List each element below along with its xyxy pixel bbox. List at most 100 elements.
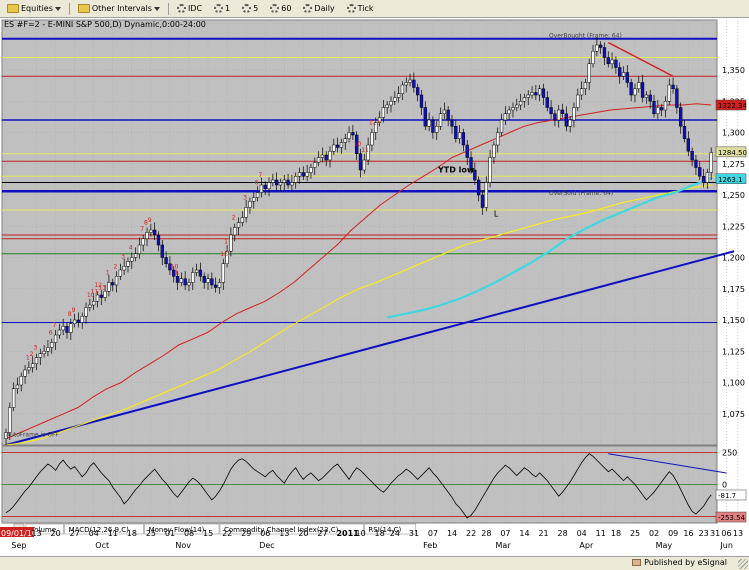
candle-body [621,72,626,77]
toolbar-other-intervals[interactable]: Other Intervals [74,1,164,17]
toolbar-interval-idc[interactable]: IDC [173,1,206,17]
osc-badge [715,511,747,523]
candle-body [271,179,275,183]
price-tick-label: 1,250 [722,191,745,200]
gear-icon [242,4,252,13]
month-label: Jun [719,541,733,550]
candle-body [61,326,65,331]
moving-average-line [5,184,712,446]
sequential-count-label: 3 [121,253,125,260]
candle-body [366,144,370,161]
toolbar-other-intervals-label: Other Intervals [91,4,152,13]
x-tick-label: 06 [721,529,731,538]
toolbar-interval-1[interactable]: 1 [210,1,234,17]
candle-body [438,113,443,127]
toolbar-interval-daily[interactable]: Daily [299,1,338,17]
candle-body [320,154,325,158]
candle-body [42,351,46,354]
x-tick-label: 04 [577,529,587,538]
sequential-count-label: 12 [94,282,102,289]
month-label: Mar [496,541,512,550]
candle-body [663,101,668,111]
gear-icon [346,4,356,13]
candle-body [408,79,412,83]
candle-body [301,172,305,177]
sequential-count-label: 13 [220,251,228,258]
candle-body [34,357,39,364]
price-chart[interactable]: ES #F=2 - E-MINI S&P 500,D) Dynamic,0:00… [0,18,749,556]
price-badge [715,99,747,111]
candle-body [659,107,664,111]
candle-body [698,167,702,177]
start-date-badge [0,527,34,537]
candle-body [191,272,195,283]
toolbar-interval-tick[interactable]: Tick [343,1,378,17]
x-tick-label: 27 [70,529,80,538]
x-tick-label: 25 [146,529,156,538]
price-badge-label: 1322.34 [718,102,747,110]
candle-body [576,94,580,108]
candle-body [477,179,481,196]
toolbar-1-label: 1 [225,4,231,13]
candle-body [248,201,252,208]
toolbar-equities[interactable]: Equities [3,1,65,17]
gear-icon [303,4,313,13]
month-label: Oct [95,541,109,550]
toolbar-interval-60[interactable]: 60 [266,1,295,17]
toolbar-interval-5[interactable]: 5 [238,1,262,17]
x-tick-label: 22 [466,529,476,538]
price-tick-label: 1,100 [722,379,745,388]
x-tick-label: 28 [558,529,568,538]
candle-body [583,82,588,89]
candle-body [503,113,507,121]
x-tick-label: 22 [222,529,232,538]
candles-group [4,37,713,445]
candle-body [389,101,393,106]
candle-body [244,207,248,218]
x-tick-label: 09 [668,529,678,538]
x-tick-label: 07 [428,529,438,538]
candle-body [335,144,340,148]
candle-body [610,59,614,64]
candle-body [557,109,561,121]
candle-body [442,109,447,114]
candle-body [431,119,435,133]
candle-body [80,316,84,323]
candle-body [198,269,203,277]
month-label: Feb [423,541,437,550]
candle-body [606,57,610,64]
indicator-tab-label: Commodity Channel Index(23,C) [224,526,339,534]
toolbar-equities-label: Equities [21,4,53,13]
candle-body [416,87,420,96]
indicator-tab [144,523,220,535]
candle-body [65,326,69,333]
candle-body [602,47,607,58]
candle-body [240,217,244,223]
candle-body [518,101,523,106]
candle-body [579,88,584,96]
sequential-count-label: 7 [140,226,144,233]
candle-body [450,119,454,127]
resize-grip[interactable] [738,559,748,569]
x-tick-label: 06 [260,529,270,538]
x-tick-label: 04 [89,529,99,538]
candle-body [72,319,77,324]
candle-body [351,132,355,136]
candle-body [225,251,229,264]
candle-body [492,144,496,158]
candle-body [175,276,180,283]
candle-body [381,107,386,118]
chart-annotation: OverBought (Frame: 64) [549,33,622,40]
candle-body [515,104,519,108]
candle-body [111,282,115,286]
moving-average-line [386,177,712,319]
sequential-count-label: 6 [255,180,259,187]
candle-body [511,107,515,111]
candle-body [526,94,530,98]
candle-body [252,197,256,202]
x-tick-label: 27 [317,529,327,538]
candle-body [496,132,500,146]
osc-badge-label: -253.54 [718,514,746,522]
candle-body [633,88,637,96]
candle-body [404,82,408,86]
